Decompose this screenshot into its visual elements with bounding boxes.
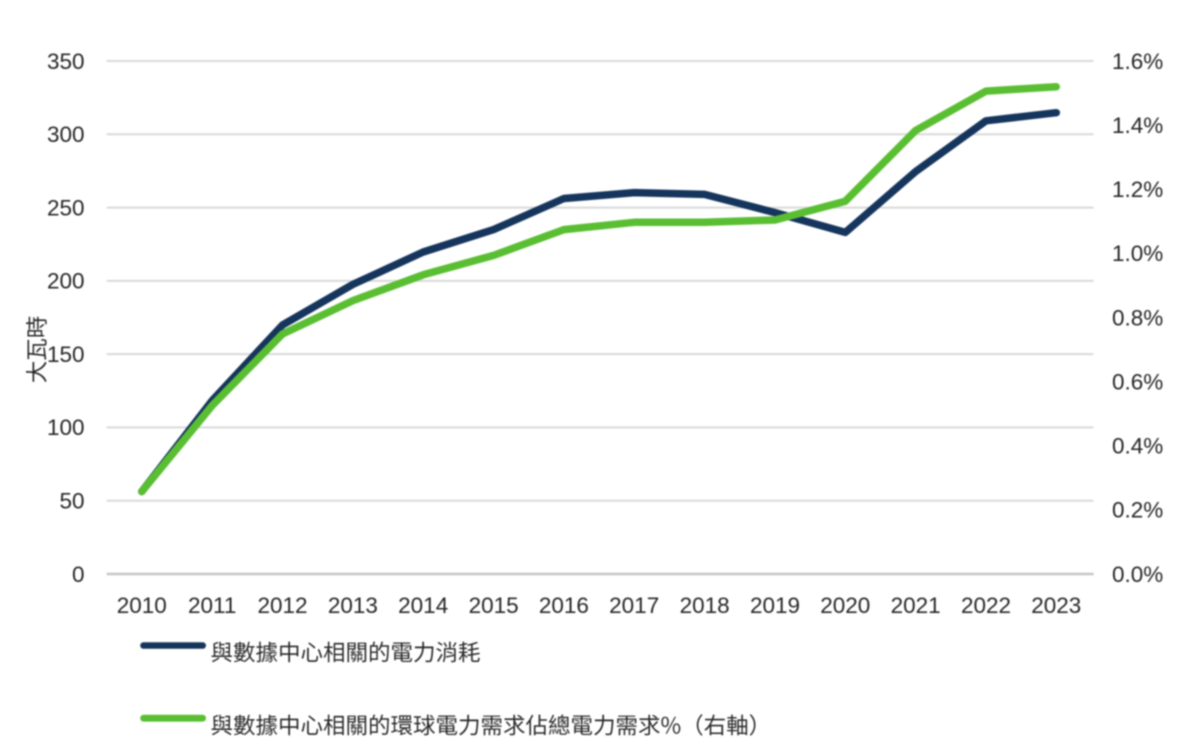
svg-text:2021: 2021 <box>891 593 941 618</box>
svg-text:1.6%: 1.6% <box>1112 49 1163 74</box>
svg-text:2019: 2019 <box>750 593 800 618</box>
svg-text:250: 250 <box>47 195 85 220</box>
svg-text:0.2%: 0.2% <box>1112 498 1163 523</box>
svg-text:0.8%: 0.8% <box>1112 305 1163 330</box>
svg-text:2018: 2018 <box>680 593 730 618</box>
svg-text:2015: 2015 <box>469 593 519 618</box>
svg-text:300: 300 <box>47 122 85 147</box>
svg-text:50: 50 <box>59 489 84 514</box>
svg-text:1.4%: 1.4% <box>1112 113 1163 138</box>
svg-text:0.0%: 0.0% <box>1112 562 1163 587</box>
svg-text:2017: 2017 <box>609 593 659 618</box>
svg-text:1.0%: 1.0% <box>1112 241 1163 266</box>
svg-text:0.4%: 0.4% <box>1112 434 1163 459</box>
svg-text:0: 0 <box>72 562 85 587</box>
svg-text:2023: 2023 <box>1031 593 1081 618</box>
svg-text:350: 350 <box>47 49 85 74</box>
svg-text:2011: 2011 <box>188 593 236 618</box>
svg-text:150: 150 <box>47 342 85 367</box>
svg-text:1.2%: 1.2% <box>1112 177 1163 202</box>
svg-text:100: 100 <box>47 415 85 440</box>
svg-text:200: 200 <box>47 269 85 294</box>
svg-text:2022: 2022 <box>961 593 1011 618</box>
svg-text:2012: 2012 <box>257 593 307 618</box>
svg-text:0.6%: 0.6% <box>1112 369 1163 394</box>
svg-text:2014: 2014 <box>398 593 448 618</box>
svg-text:2010: 2010 <box>117 593 167 618</box>
svg-text:2020: 2020 <box>820 593 870 618</box>
svg-text:2016: 2016 <box>539 593 589 618</box>
svg-text:2013: 2013 <box>328 593 378 618</box>
